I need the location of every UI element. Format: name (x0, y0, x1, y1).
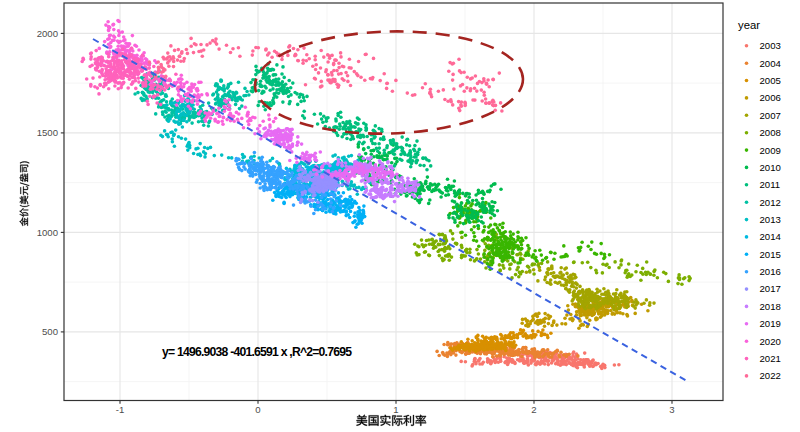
svg-text:2014: 2014 (760, 231, 782, 242)
svg-text:500: 500 (42, 326, 58, 337)
svg-text:1500: 1500 (37, 127, 58, 138)
svg-text:2009: 2009 (760, 145, 781, 156)
svg-text:2006: 2006 (760, 92, 781, 103)
svg-text:2012: 2012 (760, 197, 781, 208)
svg-text:2013: 2013 (760, 214, 781, 225)
svg-text:2010: 2010 (760, 162, 781, 173)
svg-text:2019: 2019 (760, 318, 781, 329)
svg-text:3: 3 (669, 404, 674, 415)
svg-text:2007: 2007 (760, 110, 781, 121)
svg-text:1: 1 (393, 404, 398, 415)
svg-text:-1: -1 (116, 404, 125, 415)
svg-text:1000: 1000 (37, 227, 58, 238)
svg-text:2020: 2020 (760, 336, 781, 347)
svg-text:2011: 2011 (760, 179, 781, 190)
svg-text:2021: 2021 (760, 353, 781, 364)
svg-text:2000: 2000 (37, 28, 58, 39)
svg-text:2003: 2003 (760, 40, 781, 51)
svg-text:2004: 2004 (760, 58, 782, 69)
svg-text:y= 1496.9038 -401.6591 x ,R^2=: y= 1496.9038 -401.6591 x ,R^2=0.7695 (162, 345, 352, 359)
svg-text:2: 2 (531, 404, 536, 415)
svg-text:2016: 2016 (760, 266, 781, 277)
svg-text:2008: 2008 (760, 127, 781, 138)
svg-text:0: 0 (255, 404, 260, 415)
svg-text:2022: 2022 (760, 370, 781, 381)
svg-text:year: year (738, 19, 760, 31)
svg-text:2005: 2005 (760, 75, 781, 86)
svg-text:2018: 2018 (760, 301, 781, 312)
svg-text:2017: 2017 (760, 283, 781, 294)
svg-text:2015: 2015 (760, 249, 781, 260)
